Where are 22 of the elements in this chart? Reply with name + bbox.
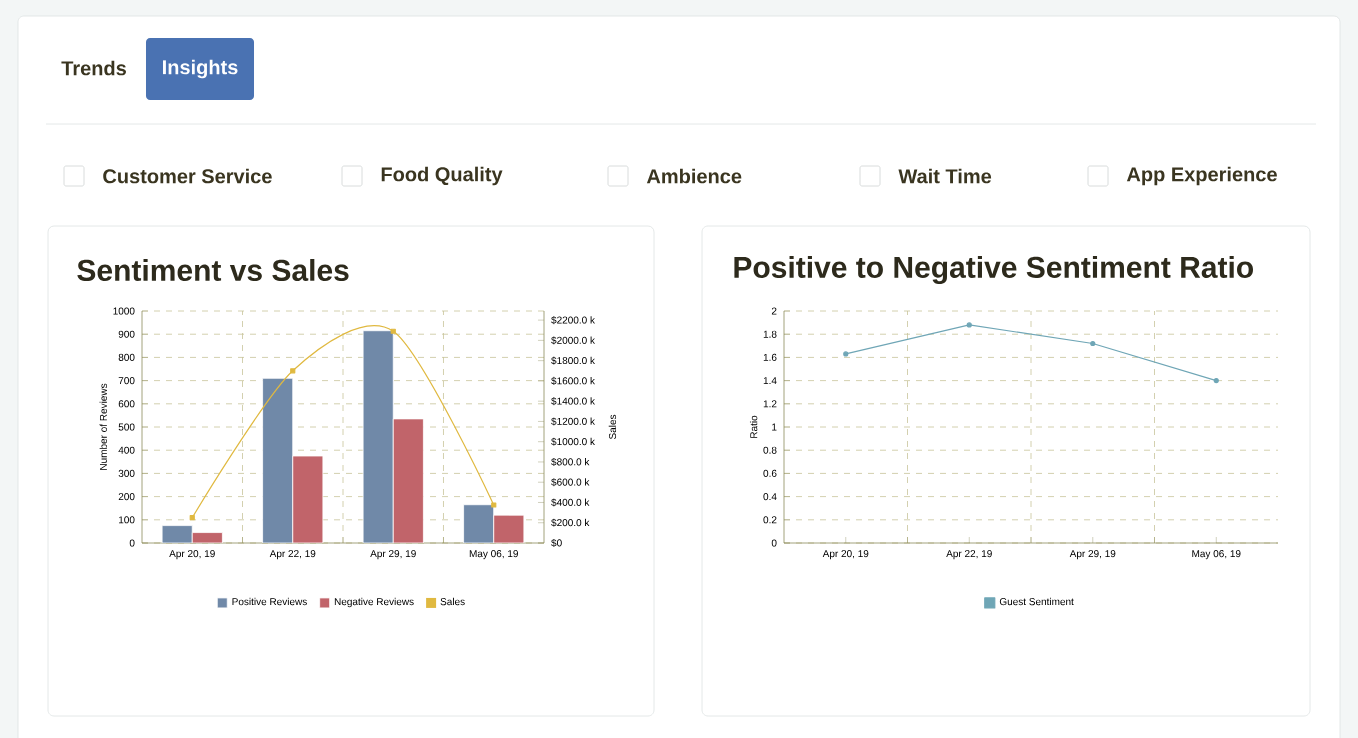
bar <box>292 455 324 544</box>
text: Insights <box>163 59 238 79</box>
text: Ambience <box>646 168 742 184</box>
text: Food Quality <box>381 166 503 186</box>
bar <box>493 514 525 544</box>
bar <box>262 377 294 544</box>
point <box>290 368 296 374</box>
point <box>189 515 195 521</box>
text: Customer Service <box>103 168 272 184</box>
bar <box>362 330 394 544</box>
point <box>1213 378 1219 384</box>
bar <box>463 504 495 544</box>
text: Wait Time <box>898 168 992 184</box>
point <box>491 502 497 508</box>
point <box>966 322 972 328</box>
text: App Experience <box>1126 166 1277 186</box>
bar <box>392 418 424 544</box>
chart-title: Sentiment vs Sales <box>77 258 349 282</box>
text: Trends <box>61 60 126 76</box>
chart-title: Positive to Negative Sentiment Ratio <box>734 255 1253 285</box>
point <box>1090 340 1096 347</box>
point <box>390 328 396 334</box>
